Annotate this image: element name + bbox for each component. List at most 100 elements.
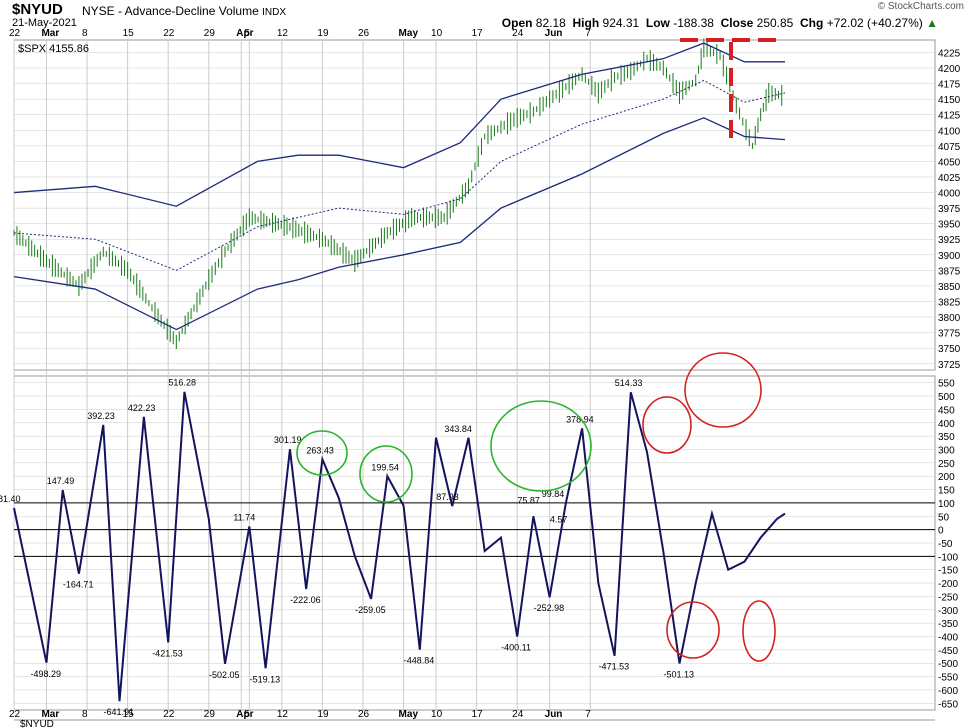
value-annotation: 147.49: [47, 476, 75, 486]
value-annotation: -222.06: [290, 595, 321, 605]
value-annotation: -259.05: [355, 605, 386, 615]
high-label: High: [572, 16, 600, 30]
price-y-tick-label: 4175: [938, 80, 961, 91]
price-y-tick-label: 4125: [938, 111, 961, 122]
open-label: Open: [501, 16, 533, 30]
band-upper-band: [13, 42, 785, 207]
price-y-tick-label: 3850: [938, 282, 961, 293]
x-tick-label-top: 8: [82, 28, 88, 39]
x-tick-label-top: 22: [163, 28, 175, 39]
price-y-tick-label: 3875: [938, 266, 961, 277]
osc-y-tick-label: -650: [938, 699, 958, 710]
high-value: 924.31: [602, 16, 640, 30]
osc-y-tick-label: 100: [938, 499, 955, 510]
chg-value: +72.02 (+40.27%): [826, 16, 923, 30]
low-value: -188.38: [673, 16, 714, 30]
x-tick-label-bottom: 15: [123, 709, 135, 720]
x-tick-label-bottom: Mar: [41, 709, 59, 720]
x-tick-label-bottom: 8: [82, 709, 88, 720]
osc-y-tick-label: 500: [938, 392, 955, 403]
x-tick-label-top: 12: [277, 28, 289, 39]
value-annotation: -498.29: [30, 669, 61, 679]
value-annotation: 81.40: [0, 494, 21, 504]
x-tick-label-bottom: 7: [585, 709, 591, 720]
price-y-tick-label: 4100: [938, 126, 961, 137]
osc-y-tick-label: 50: [938, 512, 950, 523]
x-tick-label-bottom: 29: [204, 709, 216, 720]
symbol-title: $NYUD: [12, 1, 63, 18]
x-tick-label-bottom: 17: [472, 709, 484, 720]
osc-y-tick-label: 350: [938, 432, 955, 443]
price-legend: $SPX 4155.86: [18, 43, 89, 55]
value-annotation: -400.11: [501, 643, 531, 653]
osc-y-tick-label: 150: [938, 486, 955, 497]
x-tick-label-bottom: Jun: [545, 709, 563, 720]
value-annotation: 75.87: [517, 495, 540, 505]
green-circle-marker: [296, 430, 348, 476]
x-tick-label-top: 19: [317, 28, 329, 39]
value-annotation: -471.53: [599, 662, 630, 672]
value-annotation: 263.43: [306, 445, 334, 455]
osc-y-tick-label: 450: [938, 405, 955, 416]
price-y-tick-label: 3725: [938, 360, 961, 371]
price-y-tick-label: 4050: [938, 157, 961, 168]
x-tick-label-bottom: 22: [9, 709, 21, 720]
osc-y-tick-label: -200: [938, 579, 958, 590]
osc-y-tick-label: 250: [938, 459, 955, 470]
x-tick-label-top: Jun: [545, 28, 563, 39]
red-circle-marker: [684, 352, 762, 428]
up-arrow-icon: ▲: [926, 16, 938, 30]
osc-y-tick-label: -300: [938, 606, 958, 617]
red-circle-marker: [642, 396, 692, 454]
x-tick-label-top: Mar: [41, 28, 59, 39]
osc-y-tick-label: -550: [938, 673, 958, 684]
value-annotation: -252.98: [534, 603, 565, 613]
osc-y-tick-label: -50: [938, 539, 953, 550]
value-annotation: 199.54: [371, 462, 399, 472]
red-circle-marker: [742, 600, 776, 662]
brand-label[interactable]: © StockCharts.com: [877, 1, 964, 12]
osc-y-tick-label: 400: [938, 419, 955, 430]
value-annotation: -164.71: [63, 580, 94, 590]
bottom-symbol-label: $NYUD: [20, 719, 54, 728]
osc-y-tick-label: 550: [938, 379, 955, 390]
osc-y-tick-label: -250: [938, 592, 958, 603]
osc-y-tick-label: -450: [938, 646, 958, 657]
x-tick-label-bottom: 19: [317, 709, 329, 720]
value-annotation: -641.91: [104, 707, 135, 717]
x-tick-label-bottom: 26: [358, 709, 370, 720]
x-tick-label-top: 15: [123, 28, 135, 39]
open-value: 82.18: [535, 16, 566, 30]
value-annotation: -519.13: [250, 674, 281, 684]
red-circle-marker: [666, 601, 720, 659]
price-y-tick-label: 3975: [938, 204, 961, 215]
x-tick-label-top: 24: [512, 28, 524, 39]
price-y-tick-label: 4000: [938, 189, 961, 200]
price-y-tick-label: 3800: [938, 313, 961, 324]
price-y-tick-label: 3750: [938, 344, 961, 355]
x-tick-label-top: May: [399, 28, 419, 39]
value-annotation: 514.33: [615, 378, 643, 388]
x-tick-label-bottom: May: [399, 709, 419, 720]
x-tick-label-top: 5: [244, 28, 250, 39]
x-tick-label-bottom: 5: [244, 709, 250, 720]
indx-label: INDX: [262, 7, 287, 18]
value-annotation: 99.84: [542, 489, 565, 499]
price-y-tick-label: 4200: [938, 64, 961, 75]
value-annotation: 392.23: [87, 411, 115, 421]
value-annotation: -501.13: [663, 670, 694, 680]
value-annotation: 11.74: [233, 513, 255, 523]
osc-y-tick-label: 0: [938, 526, 944, 537]
value-annotation: 4.57: [550, 514, 568, 524]
value-annotation: 301.19: [274, 435, 302, 445]
x-tick-label-bottom: 24: [512, 709, 524, 720]
x-tick-label-top: 29: [204, 28, 216, 39]
chg-label: Chg: [800, 16, 824, 30]
value-annotation: 378.94: [566, 414, 594, 424]
green-circle-marker: [490, 400, 592, 492]
band-moving-average: [13, 79, 786, 271]
band-lower-band: [13, 117, 786, 331]
price-y-tick-label: 3900: [938, 251, 961, 262]
x-tick-label-top: 7: [585, 28, 591, 39]
